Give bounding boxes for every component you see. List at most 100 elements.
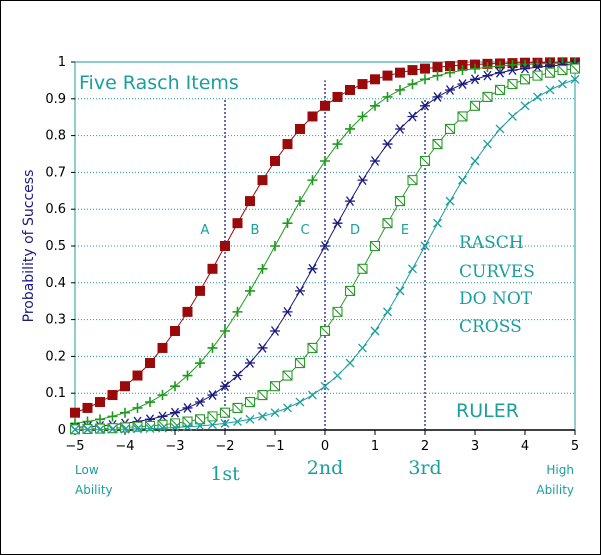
data-point [507,79,518,90]
data-point [232,218,243,229]
data-point [258,411,267,421]
data-point [245,196,255,207]
data-point [70,425,80,435]
data-point [257,175,268,186]
data-point [495,67,505,78]
series-label: C [300,223,309,238]
data-point [133,424,142,434]
data-point [420,74,430,85]
x-tick-label: −1 [265,439,284,454]
data-point [383,307,392,317]
data-point [132,370,143,381]
data-point [145,358,155,369]
data-point [345,84,355,95]
data-point [394,196,406,207]
y-axis-label: Probability of Success [21,170,37,323]
data-point [182,416,193,427]
annotation-do-not: DO NOT [459,289,533,309]
data-point [432,139,443,150]
data-point [457,65,468,76]
data-point [182,306,193,317]
data-point [132,402,143,413]
data-point [382,139,393,149]
data-point [495,124,505,134]
data-point [458,175,467,185]
data-point [570,74,580,84]
low-label-line2: Ability [75,483,113,497]
data-point [145,397,155,408]
data-point [282,139,293,150]
data-point [233,417,242,426]
data-point [108,424,117,434]
data-point [532,70,543,81]
data-point [120,381,130,392]
annotation-curves: CURVES [459,262,535,282]
data-point [319,325,331,337]
series-d: D [69,63,581,435]
data-point [95,397,105,408]
data-point [345,196,355,207]
data-point [508,112,517,121]
data-point [195,421,205,431]
data-point [433,218,442,228]
x-tick-label: −5 [65,439,84,454]
y-tick-label: 0 [58,423,66,438]
data-point [220,418,230,428]
data-point [320,381,330,391]
data-point [82,402,93,413]
data-point [270,326,280,336]
data-point [544,67,556,78]
data-point [519,74,531,85]
y-tick-label: 0.2 [45,349,66,364]
data-point [532,62,543,73]
y-tick-label: 0.6 [45,202,66,217]
data-point [195,358,205,369]
data-point [470,156,480,166]
low-label-line1: Low [75,463,99,477]
data-point [282,306,293,317]
x-tick-label: 4 [521,439,529,454]
data-point [445,67,455,78]
y-tick-label: 0.8 [45,129,66,144]
data-point [407,79,418,90]
ref-label-2nd: 2nd [307,457,344,479]
data-point [269,381,281,392]
data-point [420,63,430,74]
x-tick-label: 3 [471,439,479,454]
data-point [94,423,106,434]
data-point [208,420,217,430]
data-point [270,408,280,418]
data-point [557,65,568,76]
series-label: A [201,223,210,238]
data-point [282,370,293,381]
series-label: E [401,223,409,238]
data-point [494,84,506,96]
data-point [395,84,405,95]
series-label: B [251,223,260,238]
data-point [357,175,368,186]
data-point [307,263,318,274]
data-point [195,397,205,407]
data-point [320,241,330,251]
data-point [283,403,292,413]
data-point [120,407,130,418]
data-point [307,175,318,186]
data-point [170,326,180,337]
data-point [307,342,318,353]
data-point [119,422,131,433]
data-point [232,370,243,381]
data-point [107,423,118,434]
data-point [507,59,518,70]
data-point [157,411,168,422]
data-point [95,425,105,435]
data-point [408,264,417,274]
series-a: A [70,57,580,418]
chart-title: Five Rasch Items [79,72,239,94]
data-point [333,371,342,380]
series-group: A B C D E [69,57,581,435]
data-point [370,74,380,85]
data-point [170,407,180,418]
y-tick-label: 0.7 [45,165,66,180]
data-point [120,424,130,434]
data-point [482,70,493,81]
